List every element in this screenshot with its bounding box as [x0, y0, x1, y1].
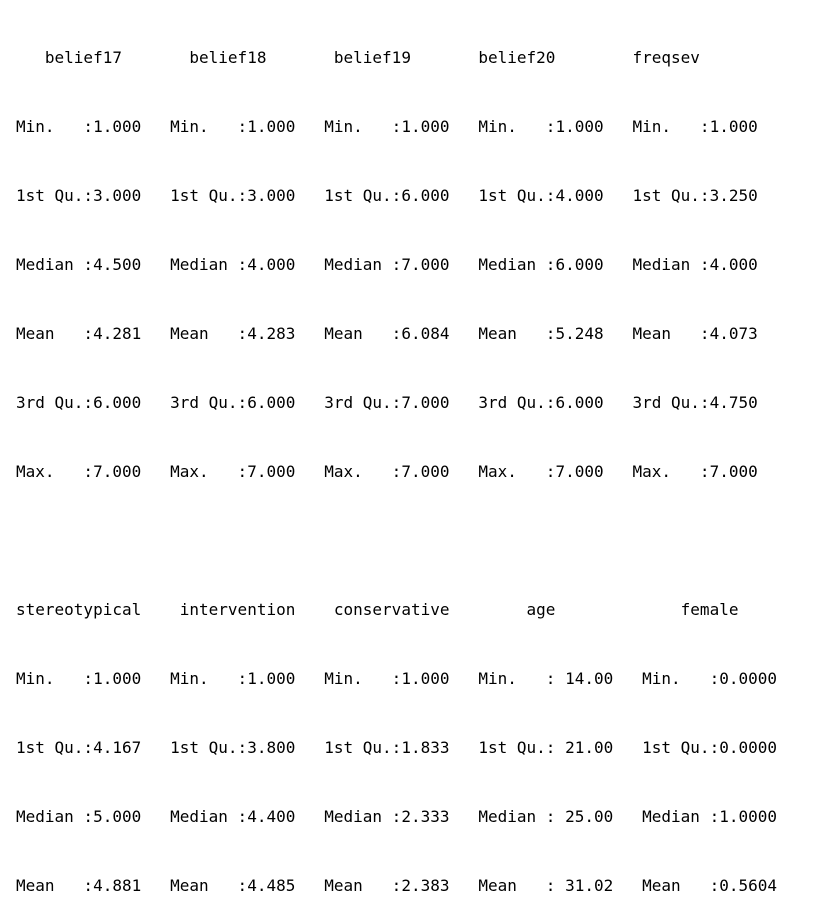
- stat-line-min: Min. :1.000 Min. :1.000 Min. :1.000 Min.…: [16, 669, 797, 688]
- stat-line-min: Min. :1.000 Min. :1.000 Min. :1.000 Min.…: [16, 117, 777, 136]
- stat-line-3rd-qu: 3rd Qu.:6.000 3rd Qu.:6.000 3rd Qu.:7.00…: [16, 393, 777, 412]
- stat-line-mean: Mean :4.881 Mean :4.485 Mean :2.383 Mean…: [16, 876, 797, 895]
- r-console-output: belief17 belief18 belief19 belief20 freq…: [16, 0, 796, 918]
- header-line-belief17-to-freqsev: belief17 belief18 belief19 belief20 freq…: [16, 48, 749, 67]
- header-line-stereotypical-to-female: stereotypical intervention conservative …: [16, 600, 797, 619]
- stat-line-mean: Mean :4.281 Mean :4.283 Mean :6.084 Mean…: [16, 324, 777, 343]
- stat-line-median: Median :5.000 Median :4.400 Median :2.33…: [16, 807, 797, 826]
- blank-line: [16, 529, 796, 552]
- stat-line-max: Max. :7.000 Max. :7.000 Max. :7.000 Max.…: [16, 462, 777, 481]
- stat-line-median: Median :4.500 Median :4.000 Median :7.00…: [16, 255, 777, 274]
- stat-line-1st-qu: 1st Qu.:3.000 1st Qu.:3.000 1st Qu.:6.00…: [16, 186, 777, 205]
- stat-line-1st-qu: 1st Qu.:4.167 1st Qu.:3.800 1st Qu.:1.83…: [16, 738, 797, 757]
